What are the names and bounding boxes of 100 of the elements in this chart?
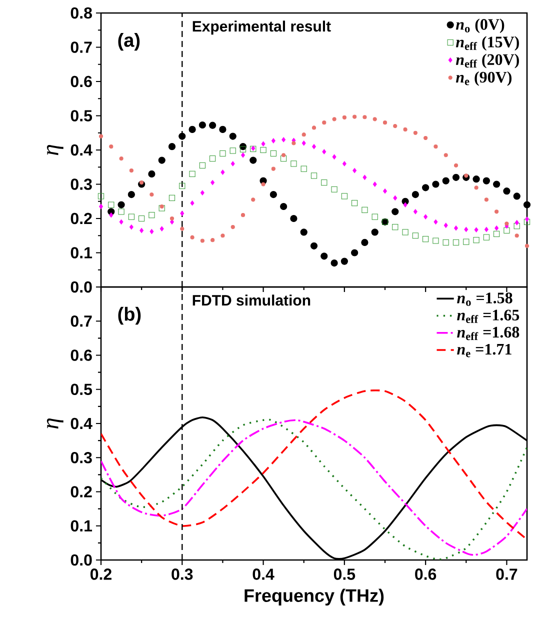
annotation: (b) bbox=[118, 306, 141, 325]
point bbox=[494, 210, 499, 214]
y-tick-label: 0.8 bbox=[70, 7, 92, 19]
point bbox=[190, 200, 194, 206]
point bbox=[352, 114, 357, 119]
point bbox=[129, 168, 134, 173]
point bbox=[109, 212, 114, 218]
point bbox=[342, 115, 346, 120]
x-tick-label: 0.7 bbox=[496, 568, 518, 580]
point bbox=[129, 224, 134, 230]
point bbox=[138, 215, 145, 222]
point bbox=[241, 152, 245, 158]
y-tick-label: 0.2 bbox=[70, 212, 92, 224]
point bbox=[444, 153, 448, 158]
legend-label: n$_{eff}$ (15V) bbox=[456, 36, 519, 51]
point bbox=[98, 193, 104, 200]
point bbox=[271, 166, 276, 171]
point bbox=[198, 121, 206, 129]
point bbox=[261, 182, 266, 186]
point bbox=[362, 174, 367, 180]
y-tick-label: 0.6 bbox=[70, 76, 92, 88]
point bbox=[442, 239, 449, 246]
point bbox=[180, 210, 184, 216]
point bbox=[454, 226, 458, 231]
point bbox=[158, 156, 166, 164]
point bbox=[432, 180, 440, 188]
point bbox=[372, 182, 377, 187]
point bbox=[270, 150, 276, 156]
point bbox=[229, 132, 236, 140]
legend-label: n$_{o}$ (0V) bbox=[456, 18, 504, 34]
point bbox=[413, 209, 418, 214]
point bbox=[473, 237, 480, 244]
point bbox=[108, 202, 114, 208]
point bbox=[483, 234, 490, 240]
legend-label: n$_{eff}$ =1.65 bbox=[457, 310, 520, 323]
point bbox=[524, 218, 530, 225]
legend-label: n$_{e}$ =1.71 bbox=[457, 344, 512, 358]
point bbox=[434, 144, 438, 149]
y-tick-label: 0.3 bbox=[70, 452, 92, 464]
y-tick-label: 0.5 bbox=[70, 110, 92, 122]
point bbox=[514, 234, 519, 238]
y-tick-label: 0.5 bbox=[70, 384, 92, 396]
point bbox=[300, 228, 308, 236]
point bbox=[170, 216, 174, 221]
point bbox=[413, 130, 418, 135]
point bbox=[119, 219, 124, 224]
point bbox=[392, 208, 399, 216]
point bbox=[454, 163, 458, 168]
point bbox=[352, 168, 357, 174]
point bbox=[119, 156, 124, 161]
x-tick-label: 0.4 bbox=[252, 568, 274, 580]
point bbox=[210, 156, 216, 162]
point bbox=[383, 188, 387, 194]
point bbox=[178, 132, 186, 140]
point bbox=[332, 117, 336, 122]
point bbox=[199, 162, 206, 168]
point bbox=[464, 174, 468, 178]
point bbox=[300, 166, 307, 172]
point bbox=[322, 149, 326, 154]
point bbox=[188, 126, 196, 133]
y-tick-label: 0.6 bbox=[70, 350, 92, 361]
x-tick-label: 0.2 bbox=[90, 568, 112, 580]
point bbox=[463, 238, 470, 245]
point bbox=[342, 161, 346, 166]
point bbox=[513, 192, 520, 200]
point bbox=[493, 180, 500, 188]
point bbox=[382, 120, 388, 125]
legend-label: n$_{eff}$ =1.68 bbox=[457, 326, 520, 340]
point bbox=[118, 208, 124, 215]
point bbox=[442, 177, 450, 184]
point bbox=[240, 146, 246, 152]
point bbox=[260, 146, 266, 154]
point bbox=[148, 170, 156, 178]
point bbox=[251, 198, 256, 202]
point bbox=[140, 228, 144, 234]
point bbox=[472, 176, 480, 183]
point bbox=[128, 190, 135, 198]
point bbox=[220, 234, 225, 238]
point bbox=[422, 184, 430, 192]
point bbox=[464, 226, 468, 232]
y-axis-title: η bbox=[46, 418, 64, 429]
point bbox=[332, 154, 336, 160]
point bbox=[362, 115, 367, 120]
point bbox=[504, 227, 510, 234]
point bbox=[219, 126, 226, 133]
point bbox=[302, 132, 306, 137]
point bbox=[503, 188, 510, 195]
point bbox=[482, 177, 490, 184]
point bbox=[320, 252, 328, 260]
y-tick-label: 0.3 bbox=[70, 178, 92, 190]
point bbox=[150, 228, 154, 234]
point bbox=[341, 193, 348, 200]
point bbox=[340, 258, 348, 265]
y-tick-label: 0.4 bbox=[70, 418, 92, 430]
y-tick-label: 0.7 bbox=[70, 315, 92, 327]
point bbox=[230, 225, 235, 230]
point bbox=[140, 180, 144, 185]
point bbox=[240, 213, 246, 218]
point bbox=[109, 144, 114, 149]
point bbox=[514, 220, 519, 226]
